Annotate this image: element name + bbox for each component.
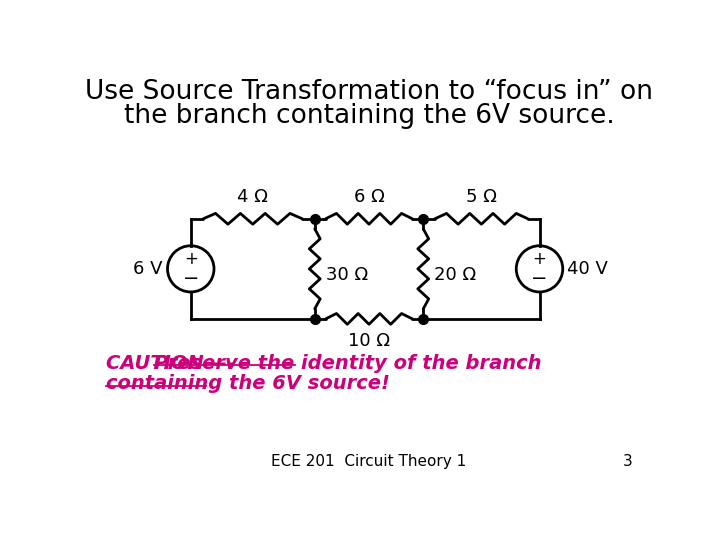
Text: the branch containing the 6V source.: the branch containing the 6V source.	[124, 103, 614, 129]
Text: 3: 3	[623, 454, 632, 469]
Text: CAUTION ---: CAUTION ---	[106, 354, 241, 373]
Text: 4 Ω: 4 Ω	[238, 188, 268, 206]
Text: −: −	[531, 269, 548, 288]
Text: containing the 6V source!: containing the 6V source!	[106, 374, 390, 393]
Text: 10 Ω: 10 Ω	[348, 332, 390, 350]
Text: 6 Ω: 6 Ω	[354, 188, 384, 206]
Text: ECE 201  Circuit Theory 1: ECE 201 Circuit Theory 1	[271, 454, 467, 469]
Text: −: −	[183, 269, 199, 288]
Text: Preserve the identity of the branch: Preserve the identity of the branch	[154, 354, 541, 373]
Text: 40 V: 40 V	[567, 260, 608, 278]
Text: 20 Ω: 20 Ω	[434, 266, 476, 284]
Text: 5 Ω: 5 Ω	[466, 188, 497, 206]
Text: 6 V: 6 V	[133, 260, 163, 278]
Text: +: +	[184, 250, 198, 268]
Text: 30 Ω: 30 Ω	[325, 266, 368, 284]
Text: Use Source Transformation to “focus in” on: Use Source Transformation to “focus in” …	[85, 79, 653, 105]
Text: +: +	[533, 250, 546, 268]
